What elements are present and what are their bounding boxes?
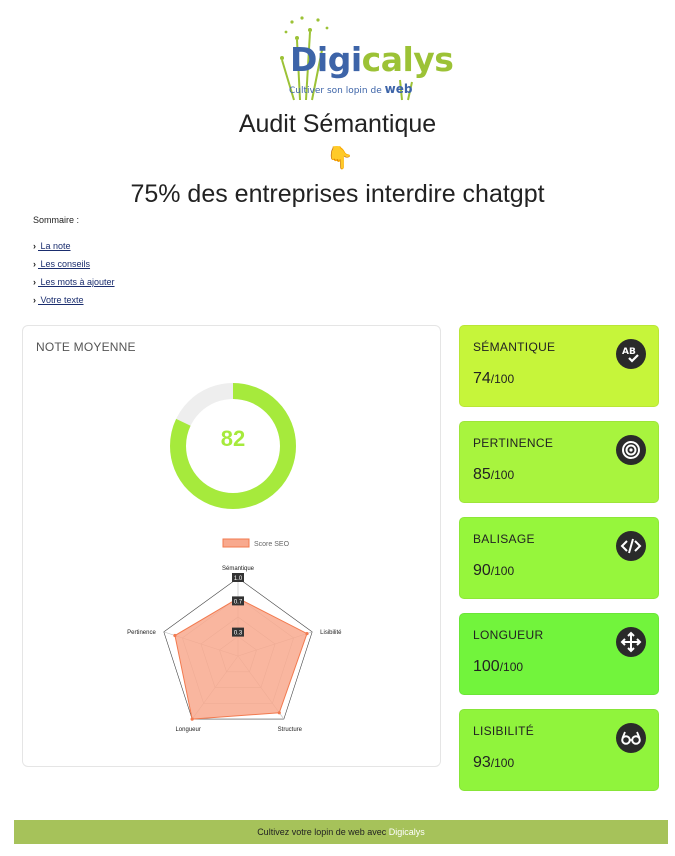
radar-axis-label: Structure — [278, 727, 303, 733]
score-donut — [170, 383, 296, 509]
radar-axis-label: Longueur — [175, 727, 200, 733]
stat-value: 74/100 — [473, 370, 514, 388]
radar-tick-label: 0.3 — [234, 631, 243, 637]
stat-number: 100 — [473, 658, 500, 675]
logo-tagline-text: Cultiver son lopin de — [289, 86, 382, 96]
summary-item: › Les conseils — [33, 258, 115, 276]
stat-value: 90/100 — [473, 562, 514, 580]
pointing-down-icon: 👇 — [326, 145, 354, 170]
radar-axis-label: Lisibilité — [320, 630, 342, 636]
radar-grid-ring — [163, 577, 313, 720]
radar-tick-bg — [232, 596, 244, 606]
stat-card-balisage: BALISAGE 90/100 — [459, 517, 659, 599]
logo-word-a: Digi — [290, 40, 362, 79]
summary-link-conseils[interactable]: Les conseils — [38, 259, 91, 269]
glasses-icon — [616, 723, 646, 753]
logo-tagline: Cultiver son lopin de web — [289, 82, 412, 96]
stat-card-semantique: SÉMANTIQUE 74/100 AB — [459, 325, 659, 407]
summary-item: › Les mots à ajouter — [33, 276, 115, 294]
stat-number: 74 — [473, 370, 491, 387]
chevron-right-icon: › — [33, 277, 36, 287]
stat-suffix: /100 — [490, 564, 515, 578]
summary-item: › La note — [33, 240, 115, 258]
stat-value: 85/100 — [473, 466, 514, 484]
summary-link-mots[interactable]: Les mots à ajouter — [38, 277, 115, 287]
stat-number: 85 — [473, 466, 491, 483]
summary-title: Sommaire : — [33, 215, 80, 225]
stat-name: LONGUEUR — [473, 628, 544, 642]
chevron-right-icon: › — [33, 259, 36, 269]
footer-brand: Digicalys — [388, 827, 425, 837]
stat-name: PERTINENCE — [473, 436, 554, 450]
radar-series-area — [174, 597, 308, 720]
audit-subject: 75% des entreprises interdire chatgpt — [130, 180, 545, 208]
stat-value: 100/100 — [473, 658, 523, 676]
stat-card-longueur: LONGUEUR 100/100 — [459, 613, 659, 695]
radar-tick-label: 1.0 — [234, 576, 243, 582]
logo-wordmark: Digicalys — [290, 40, 454, 79]
summary-list: › La note › Les conseils › Les mots à aj… — [33, 240, 115, 312]
radar-axis-label: Pertinence — [127, 630, 156, 636]
stat-value: 93/100 — [473, 754, 514, 772]
radar-point — [305, 631, 309, 636]
radar-point — [173, 633, 177, 638]
footer: Cultivez votre lopin de web avec Digical… — [14, 820, 668, 844]
summary-link-note[interactable]: La note — [38, 241, 71, 251]
legend-swatch — [222, 538, 250, 548]
radar-tick-bg — [232, 573, 244, 582]
stat-suffix: /100 — [490, 468, 515, 482]
stat-card-lisibilite: LISIBILITÉ 93/100 — [459, 709, 659, 791]
radar-tick-bg — [232, 627, 244, 637]
stat-number: 90 — [473, 562, 491, 579]
stat-suffix: /100 — [490, 372, 515, 386]
average-score: 82 — [220, 426, 246, 451]
stat-name: SÉMANTIQUE — [473, 340, 556, 354]
legend-label: Score SEO — [254, 541, 290, 548]
logo-word-b: calys — [361, 40, 454, 79]
svg-text:AB: AB — [622, 347, 636, 357]
average-score-card: NOTE MOYENNE 82 Score SEO 1.0 0.7 0.3 Sémant… — [22, 325, 441, 767]
digicalys-logo — [280, 16, 413, 101]
stat-number: 93 — [473, 754, 491, 771]
card-label: NOTE MOYENNE — [36, 340, 136, 354]
chevron-right-icon: › — [33, 295, 36, 305]
summary-item: › Votre texte — [33, 294, 115, 312]
stat-suffix: /100 — [499, 660, 524, 674]
ab-check-icon: AB — [616, 339, 646, 369]
radar-point — [277, 711, 281, 715]
stat-name: BALISAGE — [473, 532, 535, 546]
stat-name: LISIBILITÉ — [473, 724, 535, 738]
summary-link-texte[interactable]: Votre texte — [38, 295, 84, 305]
radar-chart: Score SEO 1.0 0.7 0.3 Sémantique Lisibilité St… — [127, 538, 342, 733]
move-arrows-icon — [616, 627, 646, 657]
code-icon — [616, 531, 646, 561]
chevron-right-icon: › — [33, 241, 36, 251]
stat-suffix: /100 — [490, 756, 515, 770]
donut-arc — [170, 383, 296, 509]
radar-tick-label: 0.7 — [234, 599, 243, 605]
radar-point — [190, 717, 194, 721]
target-icon — [616, 435, 646, 465]
footer-text: Cultivez votre lopin de web avec — [257, 827, 387, 837]
page-title: Audit Sémantique — [238, 110, 437, 138]
radar-axis-label: Sémantique — [222, 566, 255, 572]
logo-tagline-web: web — [384, 82, 413, 96]
stat-card-pertinence: PERTINENCE 85/100 — [459, 421, 659, 503]
